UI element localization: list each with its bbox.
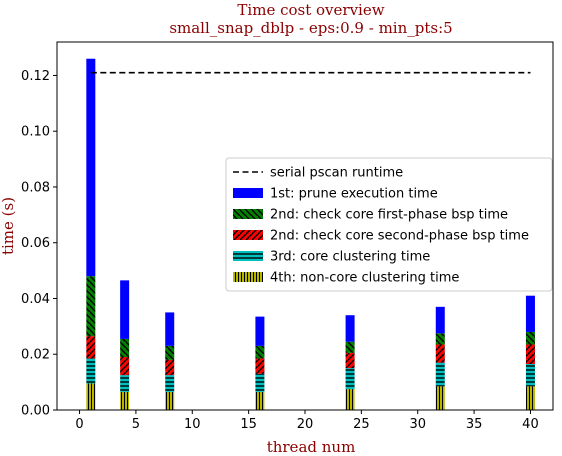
bar-segment bbox=[86, 58, 96, 277]
bar-segment bbox=[120, 375, 130, 392]
legend-label: 2nd: check core first-phase bsp time bbox=[270, 208, 508, 223]
legend: serial pscan runtime 1st: prune execution… bbox=[225, 157, 553, 292]
x-tick-label: 25 bbox=[353, 417, 370, 432]
bar-segment bbox=[525, 295, 535, 332]
legend-label: 3rd: core clustering time bbox=[270, 250, 430, 265]
bar-segment bbox=[435, 344, 445, 363]
bar-segment bbox=[435, 306, 445, 334]
legend-swatch bbox=[233, 272, 263, 282]
bar-segment bbox=[86, 358, 96, 384]
legend-swatch bbox=[233, 251, 263, 261]
chart-subtitle: small_snap_dblp - eps:0.9 - min_pts:5 bbox=[169, 19, 452, 37]
bar-segment bbox=[525, 386, 535, 410]
legend-label: 1st: prune execution time bbox=[270, 187, 438, 202]
y-tick-label: 0.04 bbox=[21, 292, 50, 307]
bar-segment bbox=[255, 373, 265, 392]
bar-segment bbox=[525, 364, 535, 387]
bar-segment bbox=[345, 352, 355, 369]
bar-segment bbox=[120, 391, 130, 410]
bar-segment bbox=[120, 338, 130, 358]
y-tick-label: 0.02 bbox=[21, 348, 50, 363]
legend-label: serial pscan runtime bbox=[270, 166, 403, 181]
y-axis-label: time (s) bbox=[0, 197, 17, 255]
bar-segment bbox=[120, 357, 130, 376]
chart-title: Time cost overview bbox=[237, 1, 384, 19]
legend-box bbox=[225, 157, 553, 292]
x-tick-label: 5 bbox=[132, 417, 140, 432]
bar-stacks bbox=[86, 58, 535, 410]
legend-label: 4th: non-core clustering time bbox=[270, 271, 459, 286]
bar-segment bbox=[165, 375, 175, 392]
bar-segment bbox=[525, 344, 535, 364]
bar-segment bbox=[255, 345, 265, 359]
bar-segment bbox=[86, 383, 96, 410]
x-tick-label: 10 bbox=[184, 417, 201, 432]
y-tick-label: 0.06 bbox=[21, 236, 50, 251]
bar-segment bbox=[435, 362, 445, 387]
legend-label: 2nd: check core second-phase bsp time bbox=[270, 229, 529, 244]
bar-segment bbox=[86, 276, 96, 337]
legend-swatch bbox=[233, 230, 263, 240]
bar-segment bbox=[345, 341, 355, 353]
bar-segment bbox=[345, 315, 355, 342]
y-tick-label: 0.08 bbox=[21, 180, 50, 195]
bar-segment bbox=[345, 389, 355, 410]
bar-segment bbox=[525, 331, 535, 345]
legend-swatch bbox=[233, 209, 263, 219]
plot-frame bbox=[56, 41, 554, 411]
x-tick-label: 35 bbox=[466, 417, 483, 432]
x-tick-label: 30 bbox=[409, 417, 426, 432]
bar-segment bbox=[255, 391, 265, 410]
y-axis-ticks: 0.00 0.02 0.04 0.06 0.08 0.10 0.12 bbox=[21, 69, 57, 419]
y-tick-label: 0.00 bbox=[21, 404, 50, 419]
bar-segment bbox=[255, 358, 265, 374]
bar-segment bbox=[165, 391, 175, 410]
bar-segment bbox=[435, 386, 445, 410]
bar-segment bbox=[120, 280, 130, 339]
bar-segment bbox=[165, 312, 175, 346]
x-tick-label: 0 bbox=[75, 417, 83, 432]
bar-segment bbox=[255, 316, 265, 346]
legend-swatch bbox=[233, 188, 263, 198]
x-axis-label: thread num bbox=[267, 438, 356, 456]
x-axis-ticks: 0 5 10 15 20 25 30 35 40 bbox=[75, 410, 539, 432]
bar-segment bbox=[165, 345, 175, 360]
y-tick-label: 0.10 bbox=[21, 125, 50, 140]
bar-segment bbox=[345, 368, 355, 390]
bar-segment bbox=[435, 333, 445, 345]
x-tick-label: 20 bbox=[297, 417, 314, 432]
x-tick-label: 15 bbox=[240, 417, 257, 432]
y-tick-label: 0.12 bbox=[21, 69, 50, 84]
bar-segment bbox=[86, 336, 96, 359]
x-tick-label: 40 bbox=[522, 417, 539, 432]
bar-segment bbox=[165, 359, 175, 376]
